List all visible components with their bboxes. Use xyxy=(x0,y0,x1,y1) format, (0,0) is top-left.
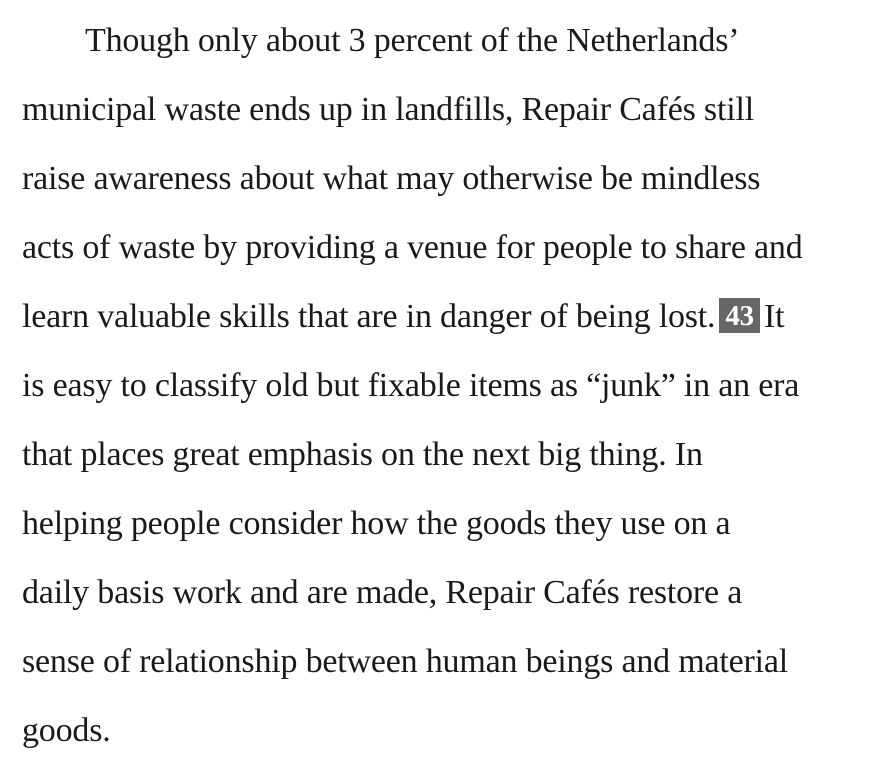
paragraph-line: raise awareness about what may otherwise… xyxy=(22,160,761,197)
paragraph-line: is easy to classify old but fixable item… xyxy=(22,367,800,404)
paragraph-line: municipal waste ends up in landfills, Re… xyxy=(22,91,754,128)
paragraph-line-with-footnote: learn valuable skills that are in danger… xyxy=(22,282,868,351)
paragraph-line: sense of relationship between human bein… xyxy=(22,643,789,680)
paragraph-line: helping people consider how the goods th… xyxy=(22,505,731,542)
paragraph-line: acts of waste by providing a venue for p… xyxy=(22,229,803,266)
paragraph-line: Though only about 3 percent of the Nethe… xyxy=(85,22,740,59)
paragraph-line-text: learn valuable skills that are in danger… xyxy=(22,298,716,335)
paragraph-line: goods. xyxy=(22,712,111,749)
paragraph-line: daily basis work and are made, Repair Ca… xyxy=(22,574,743,611)
paragraph-line-text: It xyxy=(763,298,785,335)
body-paragraph: Though only about 3 percent of the Nethe… xyxy=(22,6,868,765)
footnote-marker[interactable]: 43 xyxy=(719,298,760,333)
paragraph-line: that places great emphasis on the next b… xyxy=(22,436,703,473)
